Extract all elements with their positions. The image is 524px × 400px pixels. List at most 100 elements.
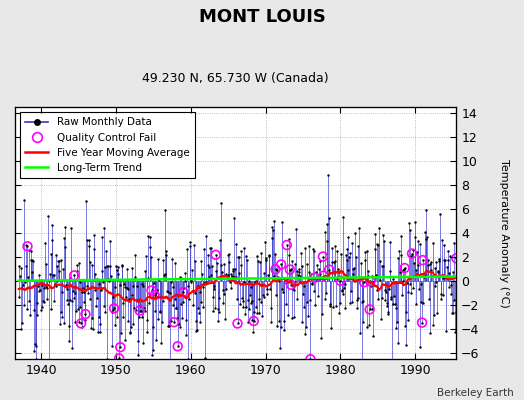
Point — [193, 327, 201, 334]
Point — [126, 330, 134, 336]
Point — [173, 315, 181, 321]
Point — [18, 285, 27, 292]
Point — [149, 323, 158, 330]
Point — [147, 287, 156, 294]
Point — [421, 228, 429, 235]
Point — [439, 292, 447, 299]
Point — [150, 280, 158, 286]
Point — [285, 236, 293, 242]
Point — [309, 246, 317, 252]
Point — [238, 294, 246, 301]
Point — [272, 322, 281, 329]
Point — [120, 281, 128, 287]
Point — [331, 243, 339, 249]
Point — [183, 283, 192, 289]
Point — [391, 304, 400, 311]
Point — [341, 305, 349, 311]
Point — [28, 256, 37, 263]
Point — [396, 279, 405, 286]
Point — [102, 248, 110, 254]
Point — [311, 274, 319, 281]
Point — [101, 263, 110, 270]
Point — [286, 266, 294, 273]
Point — [59, 235, 68, 241]
Point — [425, 261, 434, 267]
Point — [180, 270, 189, 276]
Point — [242, 253, 250, 259]
Point — [351, 230, 359, 236]
Point — [321, 229, 330, 235]
Point — [360, 279, 368, 286]
Point — [353, 296, 362, 303]
Point — [336, 278, 345, 284]
Point — [330, 268, 339, 275]
Point — [419, 257, 427, 263]
Point — [265, 253, 274, 259]
Point — [429, 240, 437, 246]
Point — [254, 258, 263, 264]
Point — [21, 263, 30, 270]
Point — [86, 296, 95, 302]
Point — [449, 269, 457, 275]
Point — [17, 264, 26, 271]
Point — [220, 291, 228, 298]
Point — [242, 304, 250, 311]
Point — [319, 253, 327, 260]
Point — [356, 330, 365, 336]
Point — [124, 286, 133, 292]
Point — [294, 269, 303, 275]
Point — [243, 297, 252, 303]
Point — [288, 314, 297, 321]
Point — [93, 295, 102, 302]
Point — [32, 356, 40, 362]
Point — [200, 280, 208, 286]
Y-axis label: Temperature Anomaly (°C): Temperature Anomaly (°C) — [499, 159, 509, 308]
Point — [299, 291, 307, 298]
Point — [243, 257, 251, 264]
Point — [364, 268, 372, 274]
Point — [139, 283, 148, 289]
Point — [302, 324, 310, 330]
Point — [146, 234, 155, 240]
Point — [377, 295, 386, 301]
Point — [214, 306, 222, 313]
Point — [137, 308, 145, 314]
Point — [315, 258, 324, 264]
Point — [436, 290, 445, 297]
Point — [420, 272, 429, 278]
Point — [136, 303, 145, 309]
Point — [355, 225, 363, 232]
Point — [123, 285, 132, 292]
Point — [401, 323, 409, 330]
Point — [15, 262, 23, 269]
Point — [259, 270, 268, 276]
Point — [304, 312, 312, 319]
Point — [413, 249, 421, 256]
Point — [110, 307, 118, 313]
Point — [357, 260, 365, 266]
Point — [297, 250, 305, 256]
Point — [301, 245, 309, 252]
Point — [146, 244, 154, 250]
Point — [111, 284, 119, 290]
Point — [440, 256, 449, 263]
Point — [135, 314, 143, 320]
Point — [216, 200, 225, 207]
Point — [399, 278, 407, 284]
Point — [42, 284, 50, 290]
Point — [397, 233, 405, 239]
Point — [98, 268, 106, 274]
Point — [180, 285, 188, 291]
Point — [282, 279, 290, 286]
Point — [366, 278, 375, 285]
Point — [433, 269, 442, 275]
Point — [340, 284, 348, 291]
Point — [387, 294, 395, 300]
Point — [279, 289, 287, 296]
Point — [113, 267, 121, 274]
Point — [116, 344, 125, 350]
Point — [453, 279, 461, 286]
Point — [70, 272, 79, 278]
Point — [337, 251, 345, 258]
Point — [363, 248, 372, 254]
